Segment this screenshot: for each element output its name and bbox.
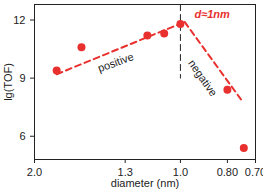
svg-text:lg(TOF): lg(TOF) <box>2 63 14 101</box>
svg-text:positive: positive <box>96 50 135 74</box>
svg-text:1.3: 1.3 <box>117 166 133 179</box>
svg-text:d≈1nm: d≈1nm <box>194 8 230 20</box>
svg-text:negative: negative <box>186 57 220 98</box>
svg-text:9: 9 <box>19 72 25 84</box>
svg-text:12: 12 <box>13 14 25 26</box>
svg-text:0.80: 0.80 <box>217 166 238 178</box>
svg-text:diameter (nm): diameter (nm) <box>111 177 179 189</box>
svg-text:0.70: 0.70 <box>245 166 263 178</box>
svg-text:1.0: 1.0 <box>172 166 189 179</box>
svg-text:2.0: 2.0 <box>27 166 42 178</box>
svg-text:6: 6 <box>19 130 25 142</box>
